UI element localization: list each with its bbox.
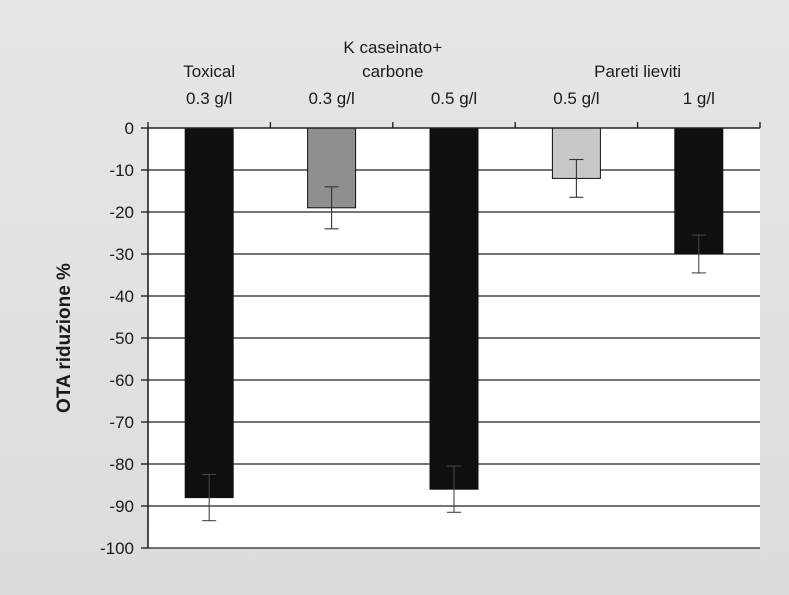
group-label: Toxical [183, 62, 235, 81]
y-tick-label: -20 [109, 203, 134, 222]
y-tick-label: -90 [109, 497, 134, 516]
y-axis-title: OTA riduzione % [54, 263, 75, 413]
y-tick-label: -100 [100, 539, 134, 558]
group-label-line: Toxical [183, 62, 235, 81]
category-label: 1 g/l [683, 89, 715, 108]
group-label-line: K caseinato+ [343, 38, 442, 57]
group-label-line: carbone [362, 62, 423, 81]
group-label: K caseinato+ carbone [343, 38, 442, 81]
category-label: 0.3 g/l [186, 89, 232, 108]
group-label-line: Pareti lieviti [594, 62, 681, 81]
y-tick-label: 0 [125, 119, 134, 138]
bars [184, 127, 724, 499]
bar [184, 127, 234, 499]
y-tick-label: -10 [109, 161, 134, 180]
y-tick-label: -80 [109, 455, 134, 474]
category-labels: 0.3 g/l 0.3 g/l 0.5 g/l 0.5 g/l 1 g/l [186, 89, 715, 108]
y-tick-label: -30 [109, 245, 134, 264]
group-labels: Toxical K caseinato+ carbone Pareti lieviti [183, 38, 681, 81]
error-bars [202, 158, 706, 522]
axes [141, 122, 761, 549]
category-label: 0.5 g/l [553, 89, 599, 108]
y-tick-label: -60 [109, 371, 134, 390]
y-tick-label: -50 [109, 329, 134, 348]
y-tick-label: -70 [109, 413, 134, 432]
y-tick-labels: 0 -10 -20 -30 -40 -50 -60 -70 -80 -90 -100 [100, 119, 134, 558]
group-label: Pareti lieviti [594, 62, 681, 81]
bar [429, 127, 479, 490]
bar [674, 127, 724, 255]
category-label: 0.3 g/l [308, 89, 354, 108]
y-tick-label: -40 [109, 287, 134, 306]
category-label: 0.5 g/l [431, 89, 477, 108]
